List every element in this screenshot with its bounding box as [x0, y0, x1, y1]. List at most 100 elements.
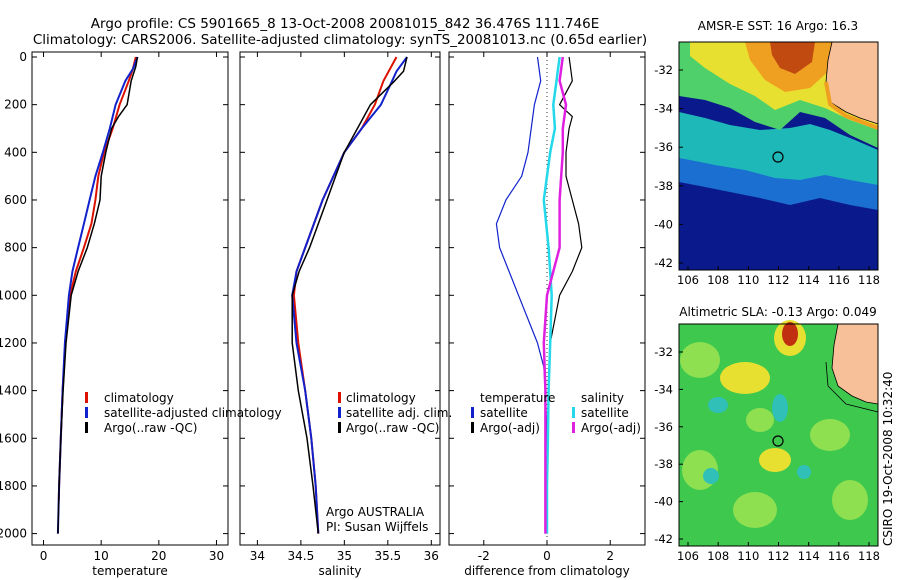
map-x-tick-label: 116	[828, 549, 850, 563]
legend-swatch-sal-satellite	[572, 407, 575, 418]
legend-label-satellite: satellite adj. clim.	[346, 406, 452, 420]
sla-cyan-4	[797, 465, 811, 479]
map-y-tick-label: -42	[654, 532, 673, 546]
difference-depth-ticks	[449, 56, 645, 535]
salinity-axes-frame	[239, 51, 441, 546]
map-x-tick-label: 108	[707, 273, 729, 287]
sst-map-axes: 106 108 110 112 114 116 118 -32 -34 -36 -38 -40 -42	[654, 63, 880, 287]
depth-tick-label: 1600	[0, 431, 27, 445]
header-title-line2: Climatology: CARS2006. Satellite-adjuste…	[33, 32, 647, 48]
salinity-xlabel: salinity	[318, 564, 361, 578]
map-y-tick-label: -34	[654, 382, 673, 396]
x-tick-label: 10	[94, 549, 109, 563]
difference-xlabel: difference from climatology	[464, 564, 630, 578]
depth-tick-label: 1200	[0, 336, 27, 350]
map-y-tick-label: -40	[654, 217, 673, 231]
legend-swatch-argo	[338, 422, 341, 433]
x-tick-label: 34	[250, 549, 265, 563]
difference-legend: temperature salinity satellite Argo(-adj…	[471, 391, 641, 435]
salinity-legend: climatology satellite adj. clim. Argo(..…	[338, 391, 452, 435]
sla-land	[831, 323, 879, 405]
sla-cyan-1	[708, 397, 728, 413]
map-y-tick-label: -38	[654, 457, 673, 471]
map-x-tick-label: 110	[737, 549, 759, 563]
sst-cyan-band	[679, 112, 878, 185]
x-tick-label: 36	[424, 549, 439, 563]
map-x-tick-label: 118	[858, 549, 880, 563]
map-x-tick-label: 106	[677, 549, 699, 563]
legend-swatch-climatology	[338, 392, 341, 403]
x-tick-label: 35	[337, 549, 352, 563]
depth-tick-label: 600	[4, 193, 27, 207]
sst-warm-core	[770, 42, 815, 74]
map-x-tick-label: 110	[737, 273, 759, 287]
salinity-x-axis: 34 34.5 35 35.5 36	[250, 52, 439, 563]
sst-map-title: AMSR-E SST: 16 Argo: 16.3	[698, 19, 858, 33]
temperature-axes-frame	[31, 51, 229, 546]
difference-series	[495, 56, 583, 534]
legend-header-temperature: temperature	[480, 391, 555, 405]
x-tick-label: -2	[478, 549, 490, 563]
series-line-satellite-adj-clim-	[291, 56, 408, 534]
sla-coast-outline	[825, 361, 879, 413]
depth-tick-label: 2000	[0, 527, 27, 541]
temperature-series	[56, 56, 139, 534]
legend-swatch-sal-argo	[572, 422, 575, 433]
float-program-annotation: Argo AUSTRALIA	[326, 505, 425, 519]
x-tick-label: 0	[543, 549, 551, 563]
sla-blob-1	[680, 342, 720, 378]
legend-label-climatology: climatology	[104, 391, 174, 405]
depth-tick-label: 1400	[0, 384, 27, 398]
pi-annotation: PI: Susan Wijffels	[326, 520, 428, 534]
sst-map-image	[679, 41, 879, 270]
legend-label-temp-argo: Argo(-adj)	[480, 421, 540, 435]
series-line-salinity-argo-adj-	[542, 56, 568, 534]
legend-label-argo: Argo(..raw -QC)	[104, 421, 197, 435]
temperature-xlabel: temperature	[92, 564, 167, 578]
map-y-tick-label: -40	[654, 495, 673, 509]
sst-argo-location-marker	[772, 151, 784, 163]
series-line-temperature-satellite	[495, 56, 548, 534]
sla-red-core	[782, 322, 798, 346]
map-x-tick-label: 118	[858, 273, 880, 287]
series-line-satellite-adjusted-climatology	[56, 56, 139, 534]
salinity-series	[291, 56, 408, 534]
legend-swatch-argo	[85, 422, 88, 433]
map-x-tick-label: 114	[798, 549, 820, 563]
map-x-tick-label: 114	[798, 273, 820, 287]
map-y-tick-label: -36	[654, 140, 673, 154]
legend-label-argo: Argo(..raw -QC)	[346, 421, 439, 435]
depth-tick-label: 200	[4, 98, 27, 112]
header-title-line1: Argo profile: CS 5901665_8 13-Oct-2008 2…	[91, 16, 599, 32]
sst-coastal-current	[824, 81, 879, 130]
sla-blob-5	[810, 419, 850, 451]
depth-tick-label: 800	[4, 241, 27, 255]
sla-map-panel: Altimetric SLA: -0.13 Argo: 0.049 106 108…	[654, 305, 880, 563]
legend-swatch-temp-satellite	[471, 407, 474, 418]
x-tick-label: 30	[209, 549, 224, 563]
legend-label-sal-argo: Argo(-adj)	[581, 421, 641, 435]
map-x-tick-label: 112	[768, 273, 790, 287]
sla-map-title: Altimetric SLA: -0.13 Argo: 0.049	[679, 305, 876, 319]
legend-label-satellite: satellite-adjusted climatology	[104, 406, 282, 420]
map-x-tick-label: 116	[828, 273, 850, 287]
x-tick-label: 35.5	[374, 549, 401, 563]
legend-swatch-temp-argo	[471, 422, 474, 433]
legend-label-sal-satellite: satellite	[581, 406, 629, 420]
depth-tick-label: 1000	[0, 288, 27, 302]
sla-map-axes: 106 108 110 112 114 116 118 -32 -34 -36 -38 -40 -42	[654, 345, 880, 563]
depth-tick-label: 0	[19, 50, 27, 64]
sla-map-image	[679, 320, 879, 546]
map-x-tick-label: 108	[707, 549, 729, 563]
sla-blob-3	[746, 408, 774, 432]
x-tick-label: 0	[40, 549, 48, 563]
series-line-argo-raw-qc-	[57, 56, 139, 534]
x-tick-label: 20	[151, 549, 166, 563]
sla-blob-4	[759, 448, 791, 472]
map-y-tick-label: -38	[654, 179, 673, 193]
depth-tick-label: 400	[4, 145, 27, 159]
timestamp-side-label: CSIRO 19-Oct-2008 10:32:40	[881, 372, 895, 546]
series-line-salinity-satellite	[542, 56, 561, 534]
difference-panel: -2 0 2 difference from climatology tempera…	[448, 51, 646, 578]
